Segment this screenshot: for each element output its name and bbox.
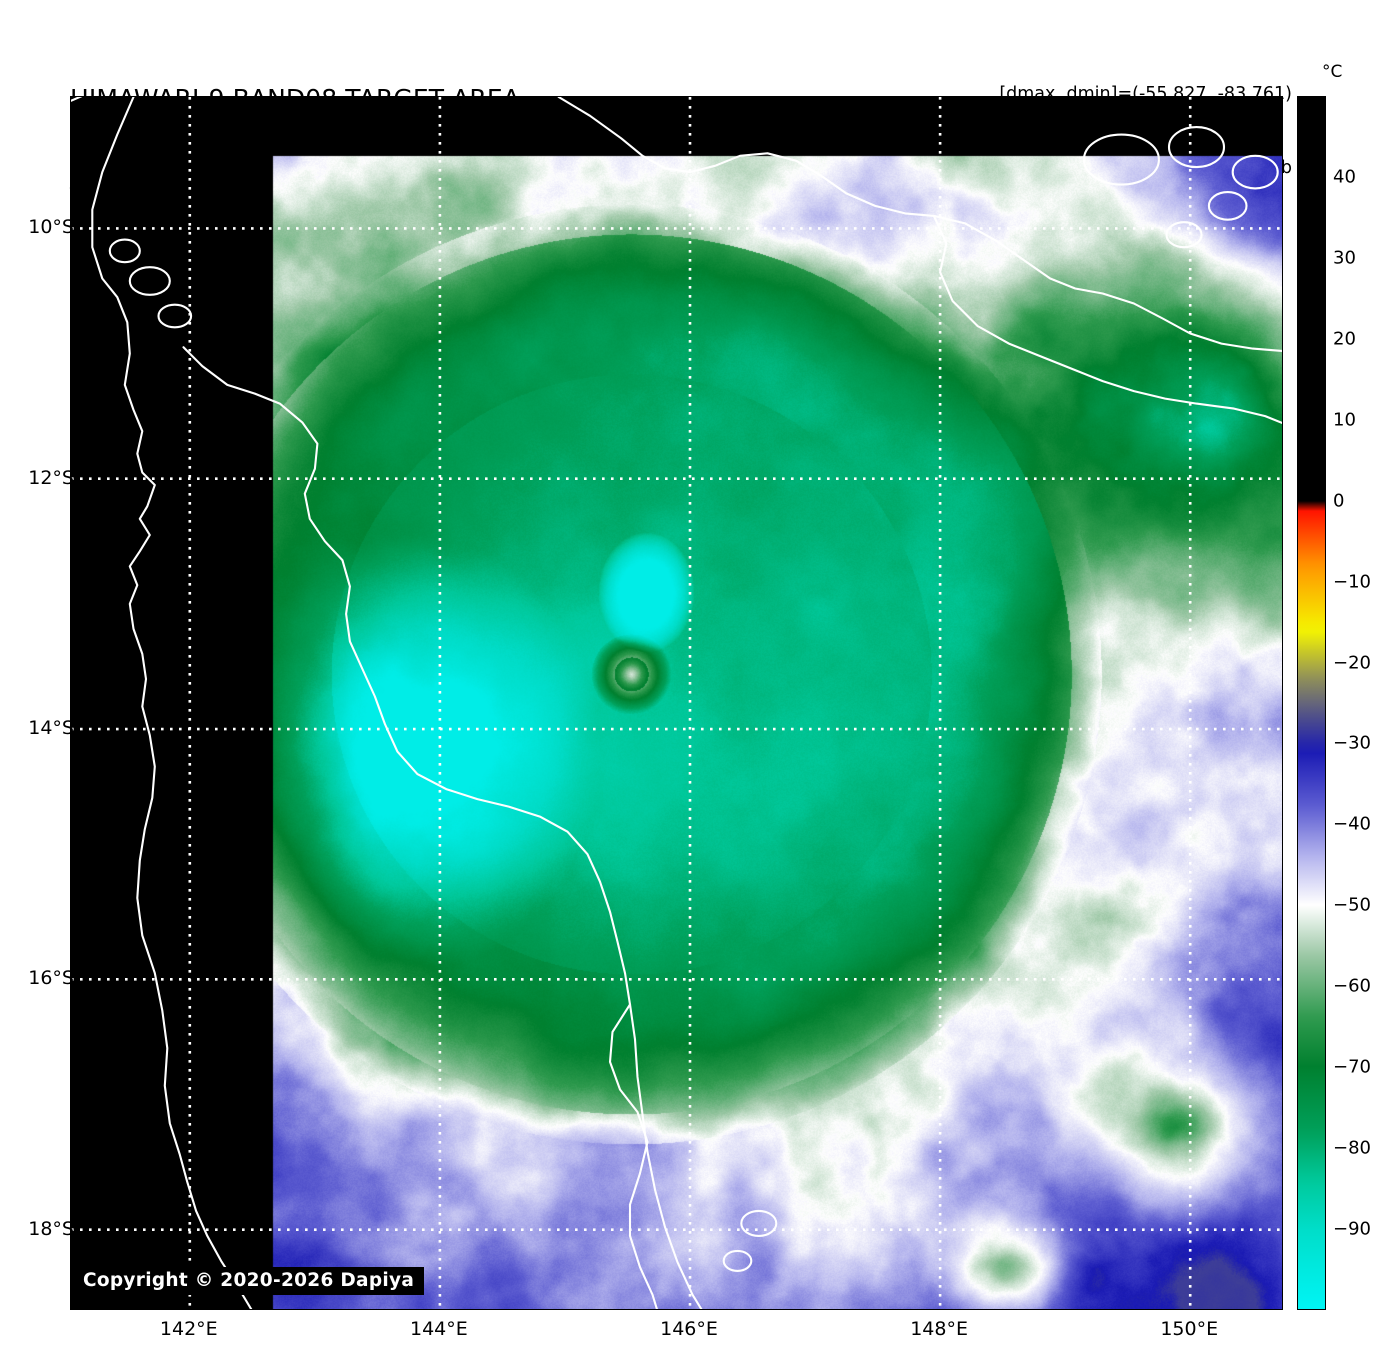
- colorbar-tick-label: 0: [1333, 490, 1345, 512]
- colorbar-tick-label: 10: [1333, 409, 1356, 431]
- coastline: [557, 97, 1282, 352]
- coastline: [932, 214, 1282, 425]
- coastline: [91, 97, 253, 1309]
- temperature-colorbar[interactable]: [1297, 96, 1326, 1310]
- colorbar-tick-label: −80: [1333, 1137, 1371, 1159]
- coastline: [182, 346, 703, 1309]
- colorbar-tick-label: −30: [1333, 732, 1371, 754]
- colorbar-gradient: [1298, 97, 1325, 1309]
- x-axis-tick-label: 150°E: [1160, 1318, 1219, 1340]
- colorbar-tick-label: 40: [1333, 166, 1356, 188]
- copyright-badge: Copyright © 2020-2026 Dapiya: [77, 1267, 425, 1295]
- satellite-image-plot[interactable]: Copyright © 2020-2026 Dapiya: [70, 96, 1283, 1310]
- colorbar-tick-label: −20: [1333, 652, 1371, 674]
- y-axis-tick-label: 18°S: [28, 1217, 74, 1240]
- island-outline: [1082, 133, 1160, 186]
- colorbar-tick-label: −70: [1333, 1056, 1371, 1078]
- colorbar-unit-label: °C: [1322, 62, 1343, 82]
- y-axis-tick-label: 10°S: [28, 216, 74, 239]
- y-axis-tick-label: 14°S: [28, 717, 74, 740]
- island-outline: [1207, 191, 1248, 221]
- island-outline: [108, 238, 141, 264]
- island-outline: [128, 266, 171, 296]
- colorbar-tick-label: −40: [1333, 813, 1371, 835]
- y-axis-tick-label: 12°S: [28, 466, 74, 489]
- colorbar-tick-label: −50: [1333, 894, 1371, 916]
- island-outline: [740, 1209, 778, 1237]
- coastline: [608, 1003, 658, 1309]
- colorbar-tick-label: −60: [1333, 975, 1371, 997]
- island-outline: [1167, 126, 1226, 169]
- coastline-and-grid-overlay: [71, 97, 1282, 1309]
- y-axis-tick-label: 16°S: [28, 967, 74, 990]
- x-axis-tick-label: 146°E: [660, 1318, 718, 1340]
- island-outline: [1231, 154, 1279, 190]
- colorbar-tick-label: 30: [1333, 247, 1356, 269]
- colorbar-tick-label: 20: [1333, 328, 1356, 350]
- x-axis-tick-label: 144°E: [410, 1318, 468, 1340]
- x-axis-tick-label: 142°E: [159, 1318, 218, 1340]
- coastline: [71, 97, 83, 102]
- x-axis-tick-label: 148°E: [910, 1318, 968, 1340]
- island-outline: [1165, 221, 1203, 249]
- island-outline: [157, 303, 193, 329]
- island-outline: [722, 1249, 753, 1272]
- colorbar-tick-label: −90: [1333, 1218, 1371, 1240]
- colorbar-tick-label: −10: [1333, 571, 1371, 593]
- satellite-ir-canvas: [71, 97, 1282, 1309]
